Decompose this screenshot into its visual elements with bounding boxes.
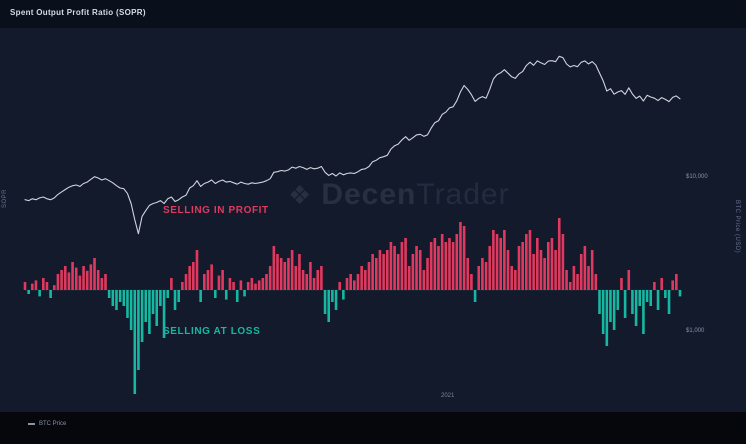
decentrader-logo-icon: ❖ [288,180,312,210]
page-title: Spent Output Profit Ratio (SOPR) [10,8,146,17]
right-tick-10000: $10,000 [686,174,708,180]
btc-price-legend-label: BTC Price [39,421,67,427]
right-axis-label: BTC Price (USD) [734,200,740,254]
right-tick-1000: $1,000 [686,328,705,334]
x-axis-tick-2021: 2021 [441,393,455,399]
btc-price-legend-swatch [28,423,35,425]
annotation-selling-in-profit: SELLING IN PROFIT [163,205,269,216]
watermark: ❖ DecenTrader [288,178,510,212]
left-axis-label: SOPR [2,188,8,208]
legend: BTC Price [28,421,66,427]
header-band [0,0,746,28]
watermark-text: DecenTrader [321,178,509,212]
watermark-light: Trader [416,178,510,211]
footer-band [0,412,746,444]
watermark-bold: Decen [321,178,417,211]
annotation-selling-at-loss: SELLING AT LOSS [163,326,261,337]
